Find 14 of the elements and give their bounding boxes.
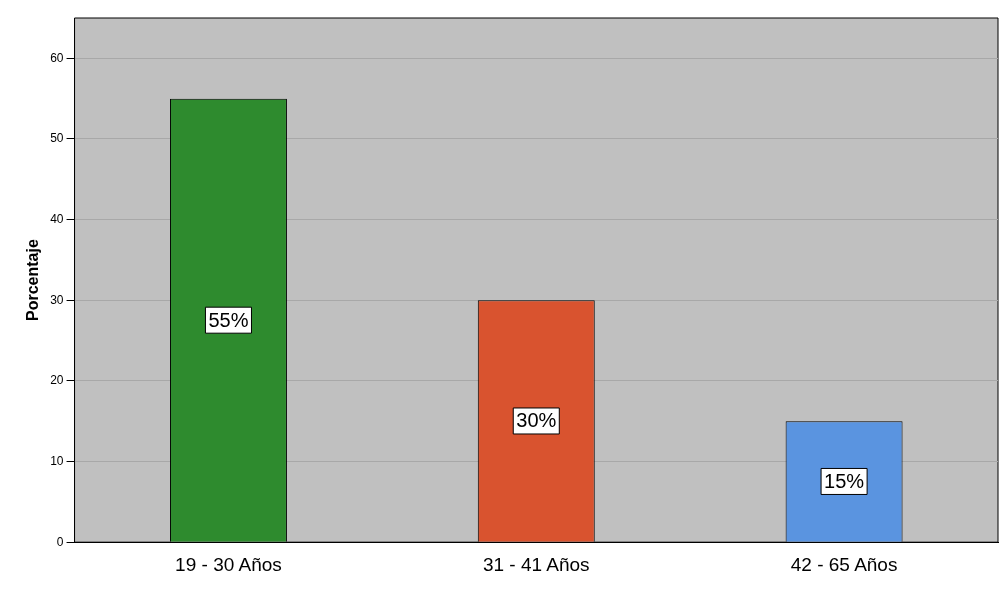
y-tick-label: 40 <box>50 211 64 226</box>
y-tick-label: 50 <box>50 131 64 146</box>
data-label: 30% <box>516 409 557 432</box>
x-tick-label: 42 - 65 Años <box>790 553 898 575</box>
x-tick-label: 31 - 41 Años <box>482 553 590 575</box>
y-tick-label: 0 <box>56 534 64 549</box>
y-tick-label: 10 <box>50 453 64 468</box>
data-label: 55% <box>208 308 249 331</box>
y-tick-label: 20 <box>50 373 64 388</box>
x-tick-label: 19 - 30 Años <box>175 553 282 575</box>
y-tick-label: 30 <box>50 292 64 307</box>
y-axis-title: Porcentaje <box>24 239 42 322</box>
data-label: 15% <box>824 469 865 492</box>
y-tick-label: 60 <box>50 50 64 65</box>
